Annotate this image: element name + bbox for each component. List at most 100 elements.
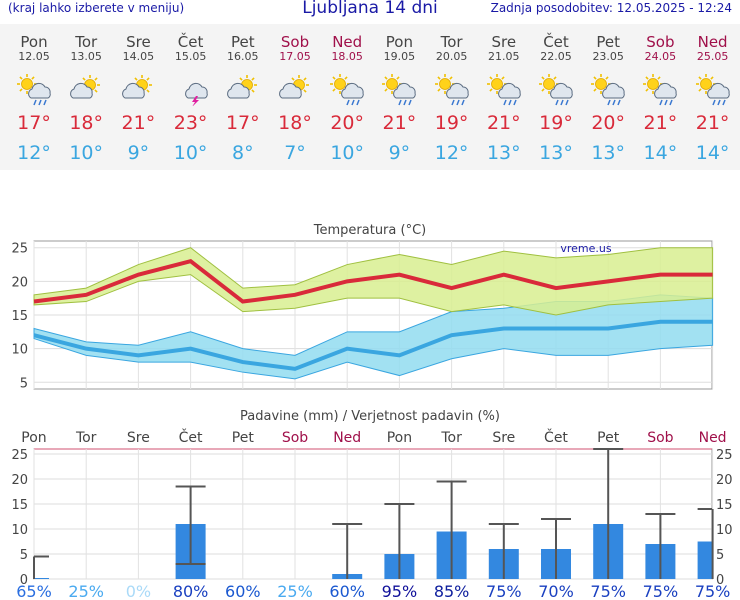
- day-date: 20.05: [435, 50, 468, 63]
- day-date: 13.05: [70, 50, 102, 63]
- day-name: Ned: [697, 33, 728, 51]
- max-temp-line: [33, 259, 713, 304]
- precip-xtick: Čet: [544, 428, 568, 446]
- day-name: Pon: [385, 33, 413, 51]
- max-temperature: 19°: [434, 112, 469, 134]
- precip-ytick-right: 5: [716, 548, 724, 563]
- precip-bar: [697, 541, 712, 579]
- precip-xtick: Pet: [597, 430, 620, 446]
- precip-ytick-right: 20: [716, 473, 733, 488]
- min-temperature: 12°: [434, 142, 469, 164]
- day-date: 15.05: [174, 50, 207, 63]
- min-temperature: 13°: [486, 142, 521, 164]
- location-menu-hint[interactable]: (kraj lahko izberete v meniju): [8, 1, 185, 15]
- max-temperature: 17°: [17, 112, 51, 134]
- max-temperature: 21°: [121, 112, 156, 134]
- day-date: 14.05: [122, 50, 155, 63]
- precip-xtick: Sre: [127, 430, 150, 446]
- max-temperature: 20°: [591, 112, 626, 134]
- precip-ytick-left: 20: [11, 473, 28, 488]
- daily-forecast-strip: Pon 12.05 17° 12° Tor 13.05 18° 10° Sre 14.05 21° 9…: [0, 24, 740, 170]
- min-temperature: 9°: [388, 142, 411, 164]
- temp-chart-title: Temperatura (°C): [313, 223, 426, 238]
- temp-ytick: 5: [20, 376, 28, 391]
- temp-ytick: 25: [11, 242, 28, 257]
- day-column: Pon 19.05 21° 9°: [373, 24, 425, 170]
- cloud-lightning-icon: [184, 82, 208, 106]
- precip-probability: 60%: [225, 582, 261, 600]
- precip-ytick-left: 25: [11, 448, 28, 463]
- precip-bar: [34, 578, 49, 579]
- day-column: Tor 13.05 18° 10°: [60, 24, 112, 170]
- cloud-sun-icon: [279, 75, 309, 99]
- sun-cloud-rain-icon: [591, 74, 625, 106]
- precip-xtick: Tor: [440, 430, 462, 446]
- sun-cloud-rain-icon: [330, 74, 364, 106]
- day-column: Sre 14.05 21° 9°: [112, 24, 164, 170]
- precip-probability: 95%: [382, 582, 418, 600]
- max-temperature: 18°: [278, 112, 312, 134]
- day-date: 19.05: [383, 50, 416, 63]
- day-date: 17.05: [279, 50, 311, 63]
- cloud-sun-icon: [226, 75, 257, 99]
- min-temperature: 7°: [284, 142, 306, 164]
- min-temp-line: [33, 319, 713, 371]
- sun-cloud-rain-icon: [695, 74, 730, 106]
- day-column: Pet 16.05 17° 8°: [217, 24, 269, 170]
- min-temperature: 14°: [695, 142, 730, 164]
- precip-ytick-left: 0: [20, 573, 28, 588]
- max-temperature: 21°: [643, 112, 678, 134]
- sun-cloud-rain-icon: [539, 74, 573, 106]
- precip-ytick-right: 15: [716, 498, 733, 513]
- precip-probability: 85%: [434, 582, 470, 600]
- precip-xtick: Tor: [75, 430, 97, 446]
- day-column: Sob 17.05 18° 7°: [269, 24, 321, 170]
- max-temperature: 17°: [225, 112, 260, 134]
- precip-ytick-right: 10: [716, 523, 733, 538]
- max-temperature: 20°: [330, 112, 365, 134]
- precip-ytick-right: 0: [716, 573, 724, 588]
- day-name: Pon: [20, 33, 48, 51]
- day-name: Sob: [646, 33, 675, 51]
- day-date: 21.05: [488, 50, 520, 63]
- max-temp-range-band: [33, 247, 714, 316]
- precip-xtick: Ned: [699, 430, 727, 446]
- day-name: Čet: [177, 33, 204, 51]
- forecast-charts: 5 10 15 20 25 Temperatura (°C) vreme.us Padavin…: [11, 223, 733, 600]
- day-date: 25.05: [696, 50, 729, 63]
- precip-ytick-right: 25: [716, 448, 733, 463]
- day-name: Čet: [543, 33, 569, 51]
- precip-xtick: Pon: [21, 430, 46, 446]
- cloud-sun-icon: [122, 75, 153, 99]
- sun-cloud-rain-icon: [643, 74, 678, 106]
- precip-probability: 75%: [643, 582, 679, 600]
- min-temperature: 13°: [591, 142, 626, 164]
- day-name: Ned: [332, 33, 363, 51]
- max-temperature: 21°: [486, 112, 521, 134]
- day-name: Tor: [75, 33, 98, 51]
- temp-ytick: 15: [11, 309, 28, 324]
- day-column: Ned 18.05 20° 10°: [321, 24, 373, 170]
- max-temperature: 18°: [69, 112, 104, 134]
- day-name: Sre: [491, 33, 517, 51]
- precip-xtick: Sre: [492, 430, 515, 446]
- cloud-sun-icon: [70, 75, 101, 99]
- precip-xtick: Pon: [387, 430, 412, 446]
- min-temperature: 12°: [17, 142, 51, 164]
- day-column: Ned 25.05 21° 14°: [687, 24, 739, 170]
- day-date: 24.05: [644, 50, 677, 63]
- precip-xtick: Sob: [282, 430, 308, 446]
- sun-cloud-rain-icon: [434, 74, 469, 106]
- day-name: Tor: [440, 33, 463, 51]
- precip-probability: 75%: [695, 582, 731, 600]
- day-column: Tor 20.05 19° 12°: [426, 24, 478, 170]
- day-date: 12.05: [18, 50, 50, 63]
- day-date: 23.05: [592, 50, 624, 63]
- min-temperature: 9°: [127, 142, 150, 164]
- min-temperature: 10°: [69, 142, 104, 164]
- precip-probability: 75%: [486, 582, 522, 600]
- page-title: Ljubljana 14 dni: [302, 0, 438, 18]
- temp-ytick: 20: [11, 275, 28, 290]
- max-temperature: 21°: [695, 112, 730, 134]
- day-name: Pet: [230, 33, 255, 51]
